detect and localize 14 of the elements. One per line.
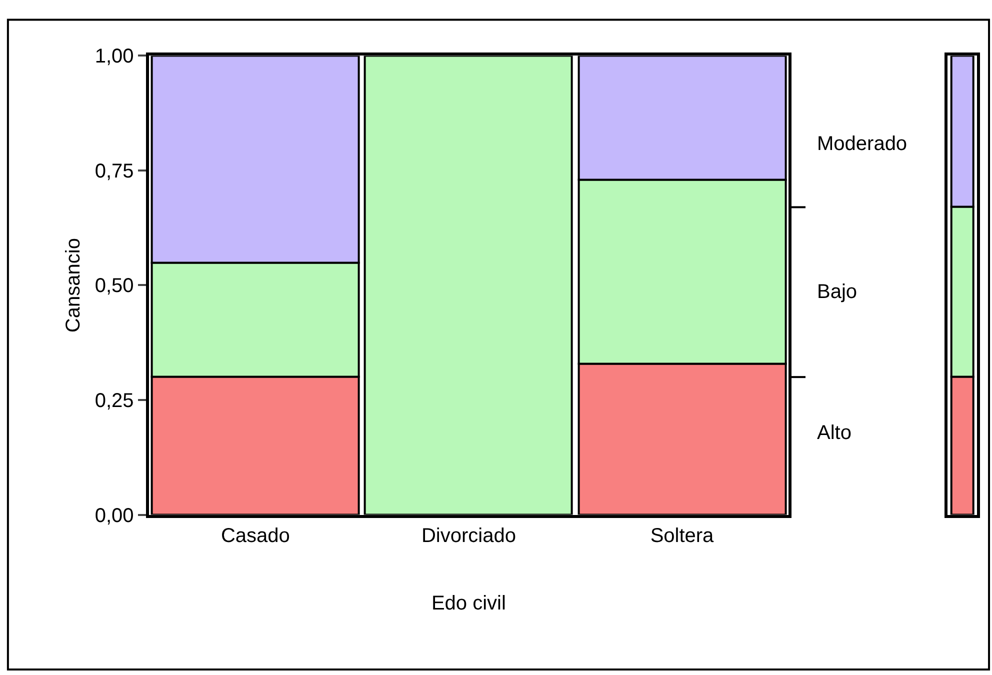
series-label: Bajo: [817, 281, 858, 303]
bar: [364, 56, 573, 515]
y-axis-title: Cansancio: [62, 238, 84, 332]
y-tick-label: 0,00: [94, 504, 134, 527]
series-label: Alto: [817, 422, 852, 444]
y-tick-label: 1,00: [94, 46, 134, 68]
y-tick-label: 0,50: [94, 275, 134, 298]
y-tick-label: 0,75: [94, 160, 134, 182]
x-tick-label: Soltera: [650, 524, 715, 547]
series-label: Moderado: [817, 133, 908, 155]
x-axis-title: Edo civil: [431, 592, 506, 614]
y-tick-label: 0,25: [94, 390, 134, 412]
x-tick-label: Casado: [220, 524, 290, 547]
x-tick-label: Divorciado: [421, 524, 516, 547]
